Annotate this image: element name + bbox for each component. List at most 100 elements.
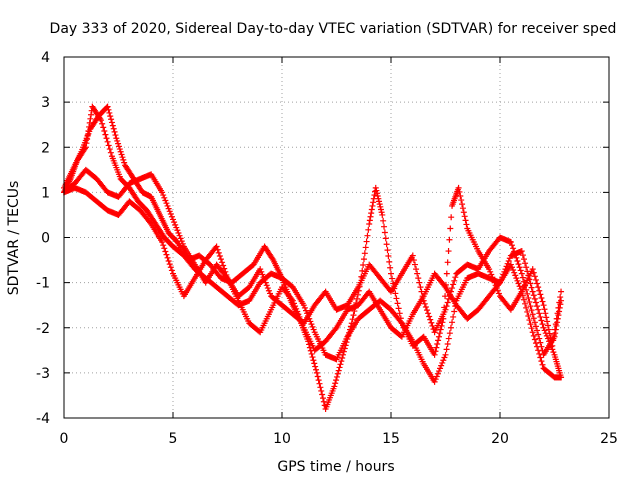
data-point — [314, 373, 321, 380]
data-point — [531, 273, 538, 280]
data-point — [160, 192, 167, 199]
data-point — [333, 373, 340, 380]
data-point — [178, 238, 185, 245]
data-point — [442, 306, 449, 313]
y-tick-label: 3 — [41, 95, 50, 111]
data-point — [501, 268, 508, 275]
data-point — [414, 270, 421, 277]
data-point — [436, 330, 443, 337]
data-point — [381, 229, 388, 236]
data-point — [166, 261, 173, 268]
data-point — [310, 326, 317, 333]
data-point — [301, 304, 308, 311]
x-tick-label: 0 — [60, 431, 69, 447]
data-point — [532, 323, 539, 330]
data-point — [535, 306, 542, 313]
data-point — [263, 282, 270, 289]
data-point — [295, 311, 302, 318]
data-point — [175, 229, 182, 236]
data-point — [520, 296, 527, 303]
data-point — [170, 216, 176, 223]
data-point — [376, 201, 383, 208]
data-point — [542, 330, 549, 337]
data-point — [511, 269, 518, 276]
data-point — [379, 211, 386, 218]
data-point — [541, 306, 548, 313]
data-point — [384, 247, 391, 254]
data-point — [350, 312, 357, 319]
data-point — [512, 272, 519, 279]
data-point — [462, 217, 469, 224]
data-point — [334, 370, 341, 377]
data-point — [528, 284, 535, 291]
data-point — [267, 290, 274, 297]
data-point — [435, 337, 442, 344]
data-point — [451, 308, 458, 315]
data-point — [463, 221, 470, 228]
data-point — [452, 274, 459, 281]
data-point — [518, 248, 525, 255]
data-point — [442, 351, 449, 358]
data-point — [548, 343, 555, 350]
data-point — [167, 211, 174, 218]
data-point — [539, 361, 546, 368]
data-point — [342, 342, 349, 349]
data-point — [444, 299, 451, 306]
data-point — [397, 315, 404, 322]
data-point — [368, 206, 375, 213]
data-point — [557, 294, 564, 301]
data-point — [313, 366, 320, 373]
y-tick-label: -2 — [36, 321, 50, 337]
data-point — [366, 217, 373, 224]
data-point — [538, 358, 545, 365]
y-axis-label: SDTVAR / TECUs — [6, 181, 22, 296]
data-point — [346, 329, 353, 336]
data-point — [293, 305, 300, 312]
data-point — [373, 187, 380, 194]
chart-title: Day 333 of 2020, Sidereal Day-to-day VTE… — [50, 21, 617, 37]
data-point — [520, 278, 527, 285]
data-point — [526, 276, 533, 283]
data-point — [524, 290, 531, 297]
x-tick-labels: 0 5 10 15 20 25 — [60, 431, 618, 447]
data-point — [435, 368, 442, 375]
data-point — [176, 232, 183, 239]
data-point — [159, 189, 166, 196]
data-point — [537, 354, 544, 361]
data-point — [344, 336, 351, 343]
data-point — [541, 327, 548, 334]
data-point — [394, 300, 401, 307]
data-point — [526, 299, 533, 306]
data-point — [409, 252, 416, 259]
data-point — [179, 240, 186, 247]
data-point — [110, 125, 117, 132]
data-point — [222, 268, 229, 275]
data-point — [262, 279, 269, 286]
data-point — [161, 194, 168, 201]
data-point — [487, 268, 494, 275]
data-point — [456, 188, 463, 195]
data-point — [558, 297, 565, 304]
y-tick-labels: 4 3 2 1 0 -1 -2 -3 -4 — [36, 50, 50, 427]
data-point — [300, 302, 307, 309]
data-point — [434, 370, 441, 377]
x-tick-label: 5 — [169, 431, 178, 447]
data-point — [445, 248, 452, 255]
data-point — [319, 395, 326, 402]
data-point — [107, 113, 114, 120]
y-tick-label: 0 — [41, 231, 50, 247]
data-point — [534, 280, 541, 287]
data-point — [377, 206, 384, 213]
data-point — [341, 345, 348, 352]
data-point — [213, 243, 220, 250]
data-point — [429, 322, 436, 329]
data-point — [106, 146, 113, 153]
data-point — [385, 253, 392, 260]
data-point — [536, 350, 543, 357]
data-point — [318, 387, 325, 394]
data-point — [549, 346, 556, 353]
data-point — [522, 260, 529, 267]
data-point — [103, 135, 110, 142]
data-point — [558, 288, 565, 295]
data-point — [508, 242, 515, 249]
